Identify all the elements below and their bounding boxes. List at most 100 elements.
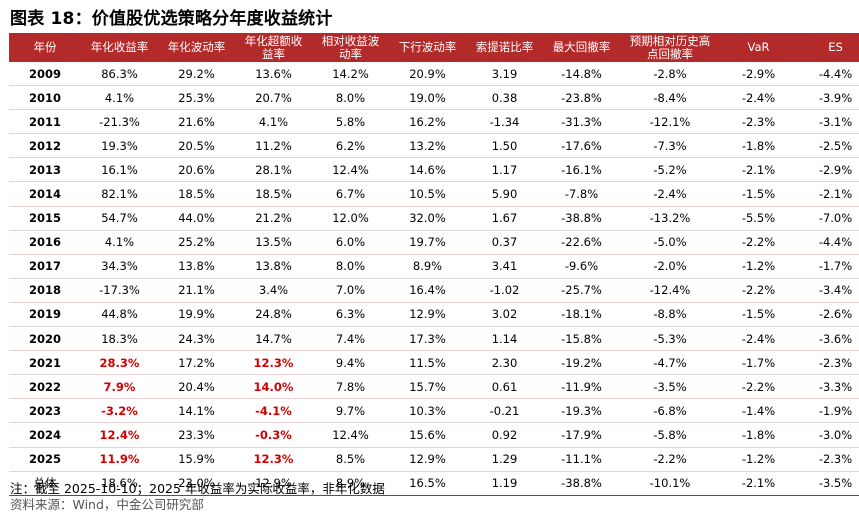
value-cell: 19.0%	[389, 85, 466, 111]
value-cell: 8.9%	[389, 254, 466, 279]
table-header-row: 年份 年化收益率 年化波动率 年化超额收 益率 相对收益波 动率 下行波动率 索提诺比率 最大回撤…	[9, 33, 859, 62]
value-cell: 12.9%	[235, 471, 312, 496]
value-cell: 7.4%	[312, 326, 389, 352]
column-header: 年化收益率	[81, 33, 158, 62]
value-cell: 44.0%	[158, 206, 235, 231]
value-cell: 17.2%	[158, 350, 235, 376]
value-cell: 18.5%	[158, 181, 235, 207]
value-cell: 16.4%	[389, 278, 466, 303]
table-row: 2024 12.4% 23.3% -0.3% 12.4% 15.6% 0.92 -17.9% -…	[9, 422, 859, 448]
value-cell: -2.4%	[720, 85, 797, 111]
value-cell: 15.7%	[389, 374, 466, 400]
table-row: 2020 18.3% 24.3% 14.7% 7.4% 17.3% 1.14 -15.8% -5…	[9, 326, 859, 352]
column-header: 下行波动率	[389, 33, 466, 62]
value-cell: -19.3%	[543, 398, 620, 424]
value-cell: -15.8%	[543, 326, 620, 352]
value-cell: 24.8%	[235, 302, 312, 328]
value-cell: -1.5%	[720, 302, 797, 328]
value-cell: 86.3%	[81, 62, 158, 87]
value-cell: -1.7%	[797, 254, 859, 279]
value-cell: -25.7%	[543, 278, 620, 303]
value-cell: 16.1%	[81, 157, 158, 183]
value-cell: 25.3%	[158, 85, 235, 111]
value-cell: -1.9%	[797, 398, 859, 424]
year-cell: 2025	[9, 447, 81, 472]
value-cell: -1.34	[466, 109, 543, 135]
value-cell: -2.0%	[620, 254, 720, 279]
value-cell: 19.9%	[158, 302, 235, 328]
value-cell: 20.5%	[158, 133, 235, 159]
value-cell: 23.3%	[158, 422, 235, 448]
value-cell: 14.7%	[235, 326, 312, 352]
value-cell: 14.6%	[389, 157, 466, 183]
value-cell: -3.0%	[797, 422, 859, 448]
value-cell: 15.9%	[158, 447, 235, 472]
value-cell: -1.8%	[720, 133, 797, 159]
value-cell: 8.0%	[312, 254, 389, 279]
value-cell: -9.6%	[543, 254, 620, 279]
value-cell: 16.5%	[389, 471, 466, 496]
year-cell: 2012	[9, 133, 81, 159]
year-cell: 2017	[9, 254, 81, 279]
value-cell: 44.8%	[81, 302, 158, 328]
column-header: ES	[797, 33, 859, 62]
value-cell: -23.8%	[543, 85, 620, 111]
value-cell: -3.2%	[81, 398, 158, 424]
value-cell: 21.6%	[158, 109, 235, 135]
value-cell: -7.0%	[797, 206, 859, 231]
value-cell: -0.3%	[235, 422, 312, 448]
value-cell: -2.3%	[797, 447, 859, 472]
value-cell: 12.4%	[312, 157, 389, 183]
value-cell: -31.3%	[543, 109, 620, 135]
table-row: 2014 82.1% 18.5% 18.5% 6.7% 10.5% 5.90 -7.8% -2.…	[9, 181, 859, 207]
figure-title: 图表 18：价值股优选策略分年度收益统计	[10, 9, 333, 29]
column-header: 索提诺比率	[466, 33, 543, 62]
value-cell: 16.2%	[389, 109, 466, 135]
year-cell: 2019	[9, 302, 81, 328]
value-cell: -7.8%	[543, 181, 620, 207]
value-cell: 1.14	[466, 326, 543, 352]
value-cell: 12.9%	[389, 302, 466, 328]
value-cell: 11.2%	[235, 133, 312, 159]
table-row: 2011 -21.3% 21.6% 4.1% 5.8% 16.2% -1.34 -31.3% -…	[9, 109, 859, 135]
value-cell: 7.8%	[312, 374, 389, 400]
value-cell: 20.6%	[158, 157, 235, 183]
value-cell: -2.9%	[797, 157, 859, 183]
table-row: 2018 -17.3% 21.1% 3.4% 7.0% 16.4% -1.02 -25.7% -…	[9, 278, 859, 303]
value-cell: -2.5%	[797, 133, 859, 159]
value-cell: 20.4%	[158, 374, 235, 400]
table-row: 2022 7.9% 20.4% 14.0% 7.8% 15.7% 0.61 -11.9% -3.…	[9, 374, 859, 400]
value-cell: -5.8%	[620, 422, 720, 448]
table-total-row: 总体 18.6% 23.0% 12.9% 8.9% 16.5% 1.19 -38.8% -10.…	[9, 471, 859, 496]
value-cell: 25.2%	[158, 230, 235, 255]
value-cell: -2.4%	[620, 181, 720, 207]
value-cell: -5.0%	[620, 230, 720, 255]
value-cell: -2.1%	[720, 157, 797, 183]
source-note: 资料来源：Wind，中金公司研究部	[10, 497, 204, 512]
table-row: 2025 11.9% 15.9% 12.3% 8.5% 12.9% 1.29 -11.1% -2…	[9, 447, 859, 472]
value-cell: -19.2%	[543, 350, 620, 376]
value-cell: -3.5%	[620, 374, 720, 400]
value-cell: -2.3%	[720, 109, 797, 135]
column-header: 年份	[9, 33, 81, 62]
value-cell: -3.5%	[797, 471, 859, 496]
value-cell: -4.4%	[797, 230, 859, 255]
year-cell: 2010	[9, 85, 81, 111]
value-cell: 0.37	[466, 230, 543, 255]
value-cell: 0.92	[466, 422, 543, 448]
table-row: 2009 86.3% 29.2% 13.6% 14.2% 20.9% 3.19 -14.8% -…	[9, 62, 859, 87]
value-cell: -7.3%	[620, 133, 720, 159]
value-cell: 9.4%	[312, 350, 389, 376]
value-cell: 5.8%	[312, 109, 389, 135]
value-cell: -8.4%	[620, 85, 720, 111]
table-row: 2021 28.3% 17.2% 12.3% 9.4% 11.5% 2.30 -19.2% -4…	[9, 350, 859, 376]
value-cell: -17.3%	[81, 278, 158, 303]
value-cell: -5.3%	[620, 326, 720, 352]
value-cell: 21.1%	[158, 278, 235, 303]
value-cell: 1.67	[466, 206, 543, 231]
value-cell: -2.4%	[720, 326, 797, 352]
value-cell: 8.0%	[312, 85, 389, 111]
value-cell: -1.02	[466, 278, 543, 303]
value-cell: 20.7%	[235, 85, 312, 111]
value-cell: 12.0%	[312, 206, 389, 231]
